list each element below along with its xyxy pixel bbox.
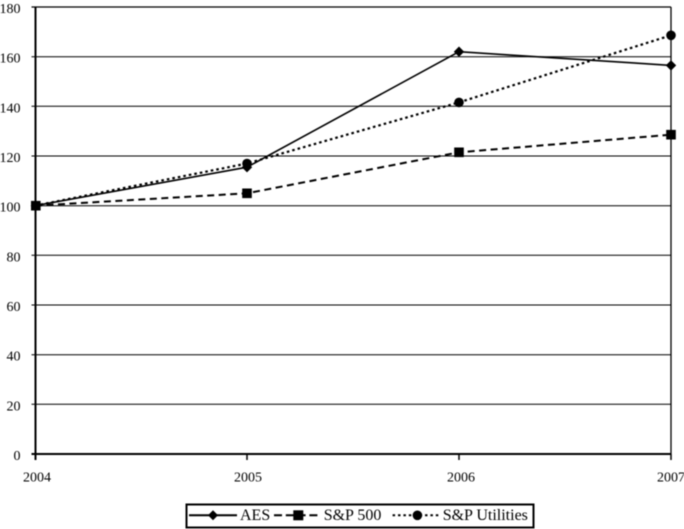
svg-text:0: 0 xyxy=(14,449,21,464)
svg-text:2007: 2007 xyxy=(657,471,684,486)
svg-text:180: 180 xyxy=(0,2,21,17)
svg-text:80: 80 xyxy=(7,250,21,265)
svg-text:2004: 2004 xyxy=(23,471,51,486)
svg-text:40: 40 xyxy=(7,350,21,365)
svg-text:140: 140 xyxy=(0,101,21,116)
svg-text:S&P 500: S&P 500 xyxy=(324,507,382,524)
svg-text:100: 100 xyxy=(0,201,21,216)
svg-text:S&P Utilities: S&P Utilities xyxy=(443,507,528,524)
svg-text:AES: AES xyxy=(240,507,270,524)
svg-text:2005: 2005 xyxy=(234,471,262,486)
svg-text:120: 120 xyxy=(0,151,21,166)
svg-text:60: 60 xyxy=(7,300,21,315)
svg-text:20: 20 xyxy=(7,399,21,414)
svg-text:160: 160 xyxy=(0,52,21,67)
svg-text:2006: 2006 xyxy=(447,471,475,486)
